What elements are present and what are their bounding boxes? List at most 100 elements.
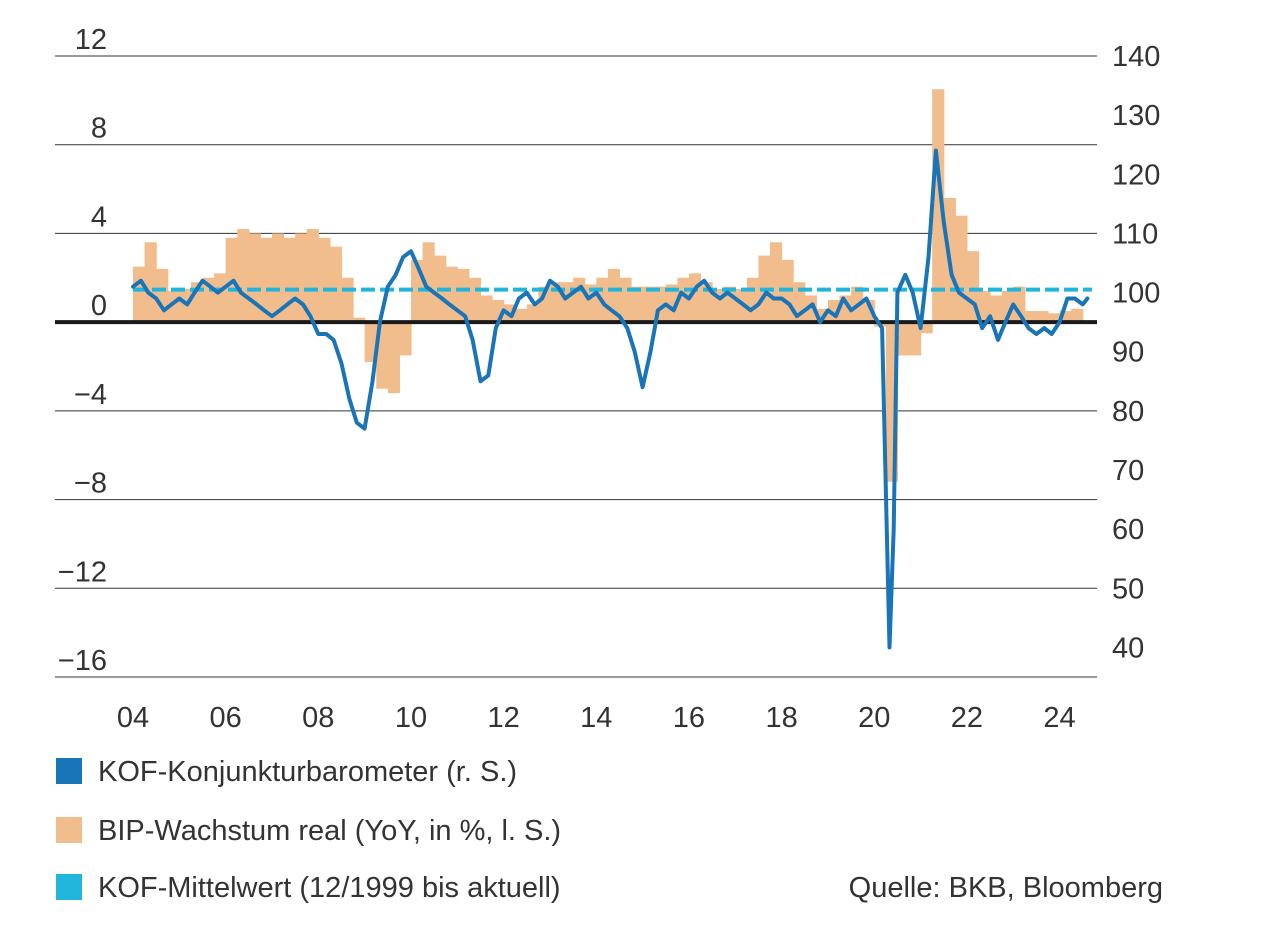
y-left-tick-label: 12 [75, 24, 107, 56]
y-left-tick-label: 8 [91, 113, 107, 145]
bip-bar [457, 268, 461, 323]
y-right-tick-label: 120 [1112, 159, 1160, 191]
bip-bar [923, 322, 927, 334]
bip-bar [266, 237, 270, 323]
bip-bar [613, 268, 618, 323]
bip-bar [746, 277, 751, 323]
gridlines [55, 55, 1097, 678]
bip-bar [515, 308, 519, 323]
bip-bar [216, 273, 221, 323]
bip-bar [697, 273, 702, 323]
bip-bar [935, 89, 939, 323]
bip-bar [593, 284, 597, 323]
bip-bar [329, 246, 334, 323]
bip-bar [1079, 308, 1084, 323]
bip-bar [219, 273, 224, 323]
bip-bar [680, 277, 684, 323]
bip-bar [969, 251, 974, 323]
bip-bar [929, 322, 933, 334]
bip-bar [564, 282, 568, 323]
bip-bar [1056, 313, 1061, 323]
y-right-tick-label: 40 [1112, 632, 1144, 664]
bip-bar [193, 282, 198, 323]
bip-bar [975, 251, 980, 323]
y-right-tick-label: 60 [1112, 514, 1144, 546]
bip-bar [315, 228, 319, 323]
bip-bar [370, 322, 374, 363]
bip-bar [657, 286, 661, 323]
bip-bar [616, 268, 621, 323]
bip-bar [133, 266, 137, 323]
x-tick-label: 24 [1043, 702, 1075, 734]
bip-bar [726, 286, 731, 323]
legend-swatch-mean [56, 874, 82, 900]
bip-bar [720, 288, 725, 323]
bip-bar [396, 322, 400, 394]
bip-bar [770, 242, 774, 323]
bip-bar [208, 277, 212, 323]
y-left-tick-label: −12 [58, 556, 107, 588]
bip-bar [286, 237, 290, 323]
legend-swatch-kof [56, 758, 82, 784]
bip-bar [723, 286, 728, 323]
kof-series-line [131, 148, 1090, 650]
bip-bar [602, 277, 606, 323]
x-axis: 04 06 08 10 12 14 16 18 20 22 24 [117, 702, 1076, 734]
bip-bar [703, 282, 707, 323]
bip-bar [318, 237, 322, 323]
bip-bar [260, 237, 264, 323]
bip-bar [651, 286, 655, 323]
bip-bar [717, 288, 722, 323]
bip-bar [906, 322, 910, 356]
bip-bar [463, 268, 467, 323]
x-tick-label: 22 [951, 702, 983, 734]
bip-bar [1076, 308, 1081, 323]
y-axis-right: 140 130 120 110 100 90 80 70 60 50 40 [1112, 41, 1160, 664]
x-tick-label: 08 [302, 702, 334, 734]
bip-bar [367, 322, 372, 363]
bip-bar [228, 237, 233, 323]
bip-bar [914, 322, 919, 356]
bip-bar [578, 277, 583, 323]
bip-bar [654, 286, 658, 323]
bip-bar [775, 242, 780, 323]
bip-bar [373, 322, 377, 363]
legend-label-kof: KOF-Konjunkturbarometer (r. S.) [98, 756, 518, 788]
bip-bar [1071, 308, 1075, 323]
bip-bar [694, 273, 699, 323]
bip-bar [1045, 311, 1049, 323]
source-note: Quelle: BKB, Bloomberg [848, 872, 1163, 904]
bip-bar [642, 286, 647, 323]
bip-bar [567, 282, 571, 323]
bip-bar [978, 291, 982, 323]
bip-bar [984, 291, 988, 323]
bip-bar [138, 266, 143, 323]
legend-swatch-bip [56, 817, 82, 843]
bip-bar [382, 322, 386, 389]
y-left-tick-label: −8 [74, 468, 107, 500]
bip-bar [1021, 286, 1026, 323]
bip-bar [492, 299, 496, 323]
bip-bar [338, 246, 343, 323]
bip-bar [668, 284, 673, 323]
bip-bar [851, 286, 855, 323]
bip-bar [961, 215, 965, 323]
bip-bar [384, 322, 389, 389]
bip-bar [549, 282, 554, 323]
bip-bar [518, 308, 522, 323]
y-left-tick-label: 0 [91, 290, 107, 322]
legend-item-kof: KOF-Konjunkturbarometer (r. S.) [56, 756, 517, 789]
bip-bar [159, 268, 163, 323]
bip-bar [254, 233, 259, 323]
bip-bar [376, 322, 380, 389]
bip-bar [596, 277, 600, 323]
bip-bar [888, 322, 893, 482]
bip-bar [205, 277, 209, 323]
bip-bar [639, 286, 644, 323]
bip-bar [1030, 311, 1035, 323]
bip-bar [303, 233, 308, 323]
x-tick-label: 06 [210, 702, 242, 734]
bip-bar [1007, 291, 1011, 323]
bip-bar [454, 266, 458, 323]
bip-bar [390, 322, 395, 394]
